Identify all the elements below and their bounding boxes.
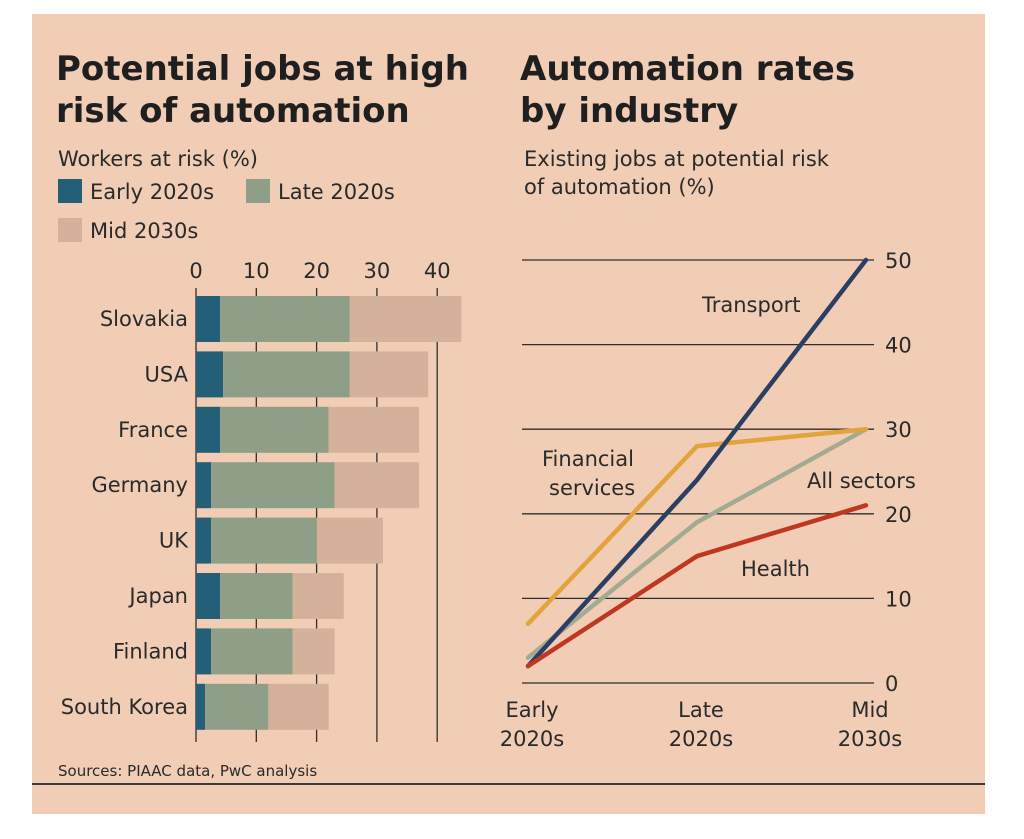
right-title-line2: by industry [520,91,738,131]
bar-germany-mid [334,462,420,509]
series-label-transport: Transport [701,293,801,317]
bar-usa-mid [349,351,429,398]
bar-uk-mid [316,517,383,564]
series-label-all-sectors: All sectors [807,469,916,493]
bottom-rule [32,783,985,785]
x-label-0-line1: Early [505,698,558,722]
right-gridlines [522,259,874,684]
left-tick-30: 30 [364,259,391,283]
legend-label-early: Early 2020s [90,180,214,204]
bar-japan-late [220,573,293,619]
left-tick-labels: 0 10 20 30 40 [189,259,450,283]
right-x-labels: Early 2020s Late 2020s Mid 2030s [500,698,902,751]
bar-germany-early [196,462,212,509]
right-tick-40: 40 [885,334,912,358]
bar-france-mid [328,406,420,453]
bar-france-early [196,406,221,453]
bar-south-korea-late [205,683,269,730]
category-label-usa: USA [145,362,189,386]
left-title-line1: Potential jobs at high [56,49,469,89]
line-health [525,503,869,669]
infographic-panel [32,14,985,814]
x-label-2-line1: Mid [851,698,888,722]
category-label-slovakia: Slovakia [100,307,188,331]
x-label-1-line2: 2020s [669,727,733,751]
category-label-france: France [118,418,188,442]
x-label-2-line2: 2030s [838,727,902,751]
bar-finland-early [196,628,212,675]
legend-swatch-mid [58,218,82,242]
line-all-sectors [525,426,869,660]
bar-south-korea-early [196,683,206,730]
left-bars [196,296,462,730]
bar-slovakia-mid [349,296,462,342]
left-tick-10: 10 [243,259,270,283]
bar-south-korea-mid [268,683,329,730]
series-label-health: Health [741,557,810,581]
left-title-line2: risk of automation [56,91,410,131]
right-tick-50: 50 [885,249,912,273]
bar-germany-late [211,462,335,509]
category-label-south-korea: South Korea [61,695,188,719]
bar-slovakia-late [220,296,350,342]
bar-finland-mid [292,628,335,675]
bar-uk-late [211,517,317,564]
left-tick-40: 40 [424,259,451,283]
bar-usa-late [223,351,350,398]
line-transport [525,257,869,669]
legend-swatch-late [246,179,270,203]
bar-france-late [220,406,329,453]
left-tick-0: 0 [189,259,202,283]
right-tick-0: 0 [885,672,898,696]
right-series-lines [525,257,869,669]
left-tick-20: 20 [303,259,330,283]
legend-label-late: Late 2020s [278,180,395,204]
right-tick-labels: 50 40 30 20 10 0 [885,249,912,696]
right-subtitle-line1: Existing jobs at potential risk [524,147,830,171]
category-label-japan: Japan [127,584,188,608]
bar-japan-early [196,573,221,619]
right-subtitle-line2: of automation (%) [524,175,715,199]
category-label-uk: UK [159,529,189,553]
legend-swatch-early [58,179,82,203]
category-label-finland: Finland [113,639,188,663]
bar-japan-mid [292,573,344,619]
right-tick-20: 20 [885,503,912,527]
series-label-financial-line1: Financial [542,447,634,471]
bar-uk-early [196,517,212,564]
line-financial-services [525,426,869,627]
left-category-labels: Slovakia USA France Germany UK Japan Finland So… [61,307,189,719]
right-title-line1: Automation rates [520,49,855,89]
right-tick-10: 10 [885,587,912,611]
series-label-financial-line2: services [549,476,635,500]
right-tick-30: 30 [885,418,912,442]
x-label-1-line1: Late [678,698,724,722]
bar-finland-late [211,628,293,675]
source-note: Sources: PIAAC data, PwC analysis [58,762,317,780]
bar-slovakia-early [196,296,221,342]
x-label-0-line2: 2020s [500,727,564,751]
bar-usa-early [196,351,224,398]
left-subtitle: Workers at risk (%) [58,147,258,171]
legend-label-mid: Mid 2030s [90,219,198,243]
category-label-germany: Germany [91,473,188,497]
